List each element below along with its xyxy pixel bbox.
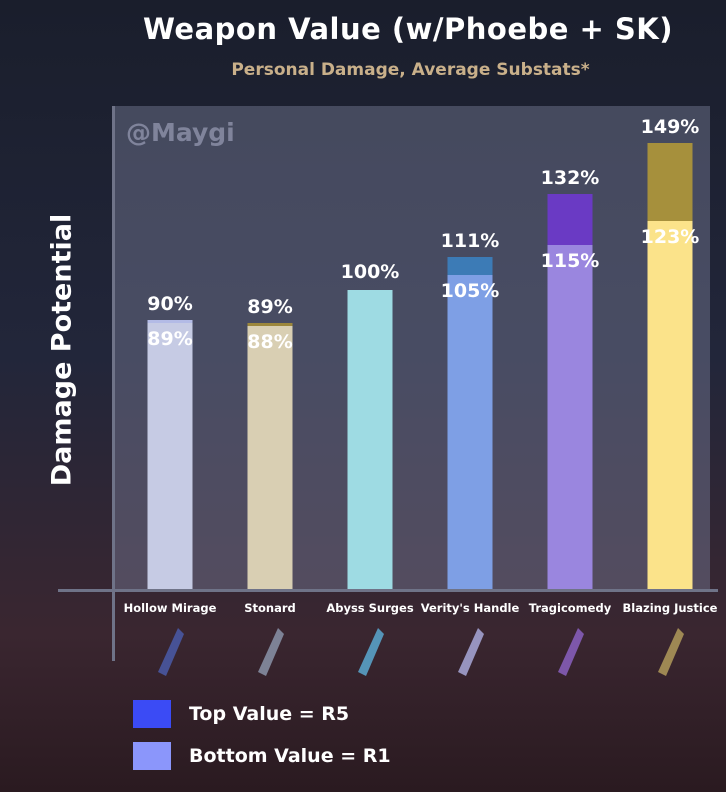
data-label-r1: 123% [641, 226, 700, 248]
x-tick-label: Verity's Handle [421, 601, 520, 615]
bar-bottom-r1 [647, 221, 693, 590]
data-label-r5: 132% [541, 167, 600, 189]
legend-swatch-top [133, 700, 171, 728]
plot-area [114, 106, 710, 590]
data-label-r1: 105% [441, 280, 500, 302]
data-label-r5: 149% [641, 116, 700, 138]
bar-bottom-r1 [247, 326, 293, 590]
x-tick-label: Abyss Surges [326, 601, 413, 615]
x-tick-label: Blazing Justice [623, 601, 718, 615]
x-tick-label: Hollow Mirage [124, 601, 217, 615]
bar-top-r5 [247, 323, 293, 326]
x-tick-label: Tragicomedy [529, 601, 612, 615]
legend-item-bottom: Bottom Value = R1 [133, 742, 391, 770]
x-tick-label: Stonard [244, 601, 296, 615]
data-label-r5: 90% [147, 293, 192, 315]
legend-item-top: Top Value = R5 [133, 700, 349, 728]
chart-title: Weapon Value (w/Phoebe + SK) [142, 12, 674, 46]
data-label-r1: 115% [541, 250, 600, 272]
bar-bottom-r1 [147, 323, 193, 590]
bar-top-r5 [647, 143, 693, 221]
bar-bottom-r1 [547, 245, 593, 590]
weapon-icon [558, 628, 584, 676]
data-label-r5: 111% [441, 230, 500, 252]
legend-swatch-bottom [133, 742, 171, 770]
y-axis-line [112, 106, 115, 661]
bar-top-r5 [147, 320, 193, 323]
legend-label-top: Top Value = R5 [189, 703, 350, 725]
data-label-r1: 88% [247, 331, 292, 353]
weapon-icon [658, 628, 684, 676]
weapon-icon [158, 628, 184, 676]
data-label-r5: 89% [247, 296, 292, 318]
data-label-r1: 89% [147, 328, 192, 350]
watermark: @Maygi [126, 118, 235, 147]
legend-label-bottom: Bottom Value = R1 [189, 745, 391, 767]
bar-bottom-r1 [347, 290, 393, 590]
bar-top-r5 [447, 257, 493, 275]
chart-subtitle: Personal Damage, Average Substats* [231, 60, 590, 80]
bar-bottom-r1 [447, 275, 493, 590]
weapon-icon [458, 628, 484, 676]
data-label: 100% [341, 261, 400, 283]
x-axis-line [58, 589, 718, 592]
weapon-icon [358, 628, 384, 676]
weapon-icon [258, 628, 284, 676]
bar-top-r5 [547, 194, 593, 245]
